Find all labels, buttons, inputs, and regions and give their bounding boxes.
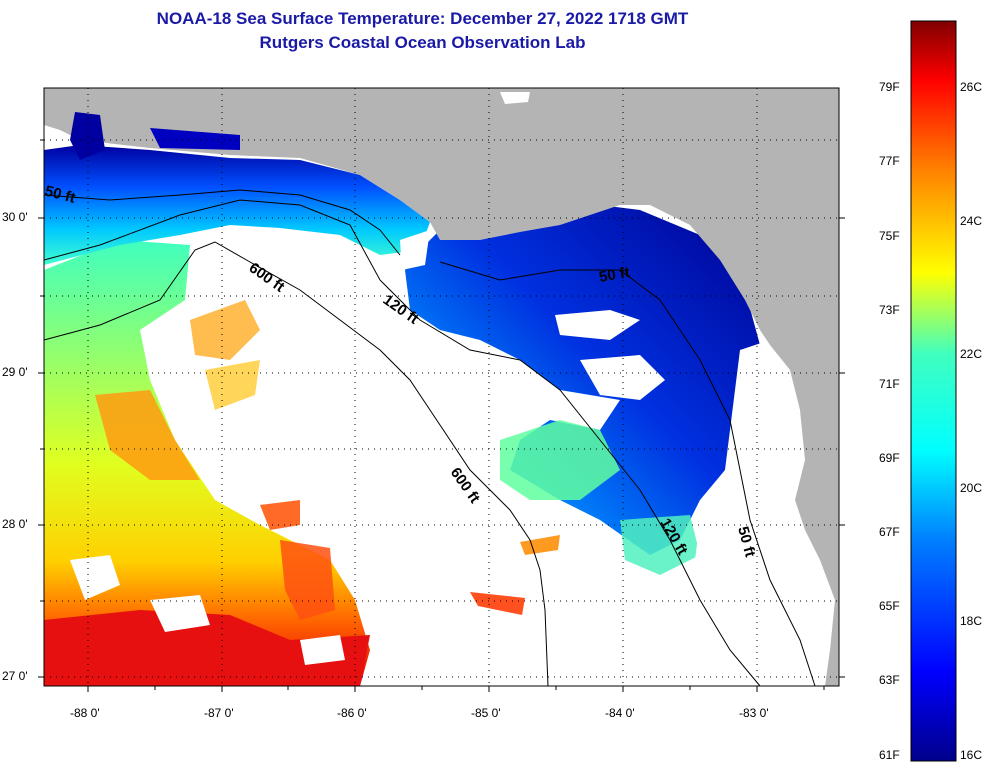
map-title: NOAA-18 Sea Surface Temperature: Decembe… <box>156 9 689 28</box>
contour-50ft-west <box>43 189 401 256</box>
colorbar-f-label: 75F <box>879 229 900 243</box>
map-frame <box>43 87 840 687</box>
bay <box>150 128 240 150</box>
warm-eddy-3 <box>280 540 335 620</box>
colorbar-c-label: 16C <box>960 748 983 762</box>
colorbar-f-label: 79F <box>879 80 900 94</box>
colorbar-f-label: 69F <box>879 451 900 465</box>
cold-water-bigbend <box>405 205 760 555</box>
colorbar-f-label: 63F <box>879 673 900 687</box>
warm-eddy-2 <box>260 500 300 530</box>
warm-patch <box>520 535 560 555</box>
x-tick-label: -88 0' <box>70 706 100 720</box>
colorbar-f-label: 73F <box>879 303 900 317</box>
colorbar-c-label: 24C <box>960 214 983 228</box>
contour-600ft <box>43 241 549 687</box>
colorbar-f-label: 77F <box>879 154 900 168</box>
hot-water-south <box>44 610 370 686</box>
warm-eddy <box>95 390 200 480</box>
y-tick-label: 28 0' <box>2 517 28 531</box>
cold-nearshore-panhandle <box>44 145 430 265</box>
cloud <box>555 310 640 340</box>
colorbar-f-label: 71F <box>879 377 900 391</box>
warm-patch <box>470 592 525 615</box>
y-tick-label: 29 0' <box>2 365 28 379</box>
cloud <box>580 355 665 400</box>
colorbar-f-label: 67F <box>879 525 900 539</box>
cloud <box>70 555 120 600</box>
lake <box>500 92 530 104</box>
y-tick-label: 30 0' <box>2 210 28 224</box>
colorbar-c-label: 18C <box>960 614 983 628</box>
x-tick-label: -83 0' <box>739 706 769 720</box>
x-tick-label: -86 0' <box>337 706 367 720</box>
land-florida <box>44 88 839 686</box>
x-tick-label: -84 0' <box>605 706 635 720</box>
colorbar <box>910 20 957 762</box>
colorbar-f-label: 65F <box>879 599 900 613</box>
x-tick-label: -85 0' <box>471 706 501 720</box>
cloud <box>150 595 210 632</box>
colorbar-c-label: 20C <box>960 481 983 495</box>
colorbar-f-label: 61F <box>879 748 900 762</box>
map-subtitle: Rutgers Coastal Ocean Observation Lab <box>259 33 586 52</box>
y-tick-label: 27 0' <box>2 669 28 683</box>
colorbar-c-label: 22C <box>960 347 983 361</box>
x-tick-label: -87 0' <box>204 706 234 720</box>
graticule <box>44 88 839 686</box>
cloud <box>300 635 345 665</box>
contour-50ft-east <box>439 261 816 687</box>
warm-patch <box>190 300 260 360</box>
colorbar-c-label: 26C <box>960 80 983 94</box>
cloud-east <box>690 340 839 686</box>
contour-120ft <box>43 199 761 687</box>
shelf-water <box>500 420 620 500</box>
cloud <box>400 230 430 270</box>
